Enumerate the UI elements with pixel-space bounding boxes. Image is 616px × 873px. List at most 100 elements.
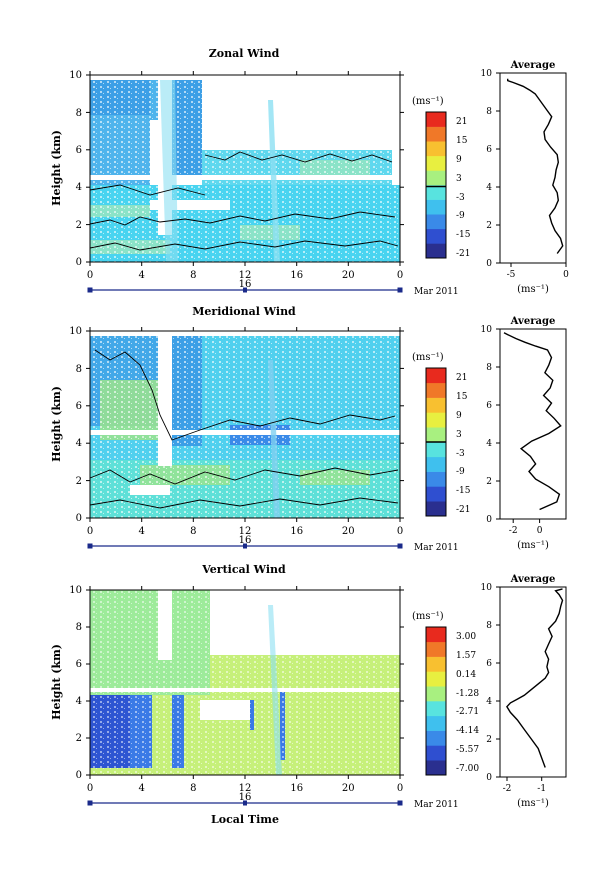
average-frame	[499, 328, 567, 520]
colorbar-tick: 15	[456, 392, 468, 402]
avg-x-label: (ms⁻¹)	[517, 540, 549, 551]
colorbar-swatch	[426, 686, 446, 702]
colorbar-swatch	[426, 112, 446, 127]
avg-x-tick: 0	[537, 526, 543, 536]
panel-title: Zonal Wind	[209, 47, 280, 60]
avg-y-tick: 4	[486, 183, 492, 193]
colorbar-tick: -15	[456, 230, 471, 240]
colorbar-swatch	[426, 214, 446, 230]
y-tick-label: 6	[76, 659, 82, 670]
colorbar-tick: -15	[456, 486, 471, 496]
average-profile-line	[507, 78, 564, 254]
colorbar-swatch	[426, 155, 446, 171]
x-tick-label: 16	[290, 526, 303, 537]
x-tick-label: 20	[342, 783, 355, 794]
x-tick-label: 8	[190, 270, 196, 281]
colorbar-tick: -9	[456, 467, 465, 477]
colorbar-tick: 3	[456, 430, 462, 440]
axis-ticks	[86, 71, 404, 266]
colorbar-swatch	[426, 760, 446, 776]
colorbar-tick: -2.71	[456, 707, 479, 717]
y-axis-label: Height (km)	[50, 386, 63, 462]
colorbar-swatch	[426, 486, 446, 502]
colorbar-swatch	[426, 627, 446, 643]
heatmap-field	[90, 590, 400, 775]
x-tick-labels: 0 4 8 12 16 20 0	[87, 270, 403, 281]
x-tick-label: 8	[190, 526, 196, 537]
colorbar-tick: -5.57	[456, 745, 479, 755]
avg-y-tick: 8	[486, 621, 492, 631]
average-title: Average	[510, 60, 556, 71]
y-tick-labels: 0 2 4 6 8 10	[69, 585, 82, 781]
panel-vertical: Vertical Wind 0 4 8	[50, 563, 567, 826]
average-title: Average	[510, 316, 556, 327]
x-tick-label: 8	[190, 783, 196, 794]
colorbar-swatch	[426, 243, 446, 259]
x-tick-label: 20	[342, 270, 355, 281]
axis-ticks	[86, 327, 404, 522]
y-tick-label: 10	[69, 326, 82, 337]
month-label: Mar 2011	[414, 800, 459, 810]
avg-y-tick: 2	[486, 221, 492, 231]
colorbar-swatch	[426, 715, 446, 731]
avg-ticks	[496, 72, 567, 267]
panel-meridional: Meridional Wind 0	[50, 305, 567, 553]
colorbar-swatch	[426, 126, 446, 142]
colorbar-swatch	[426, 199, 446, 215]
colorbar-unit: (ms⁻¹)	[412, 96, 444, 107]
avg-y-tick: 10	[481, 69, 493, 79]
colorbar-tick: 0.14	[456, 670, 476, 680]
date-bar: 16 Mar 2011	[87, 792, 459, 810]
y-tick-label: 8	[76, 622, 82, 633]
x-tick-label: 12	[239, 783, 252, 794]
colorbar-tick: -9	[456, 211, 465, 221]
y-tick-label: 4	[76, 438, 82, 449]
colorbar: (ms⁻¹) 21 15 9 3 -3 -9 -15 -21	[412, 352, 471, 517]
x-tick-label: 16	[290, 270, 303, 281]
avg-y-tick: 4	[486, 697, 492, 707]
y-tick-label: 6	[76, 401, 82, 412]
day-label: 16	[239, 792, 252, 803]
colorbar-tick: 1.57	[456, 651, 476, 661]
avg-x-label: (ms⁻¹)	[517, 798, 549, 809]
colorbar-tick: 21	[456, 117, 467, 127]
y-tick-label: 4	[76, 182, 82, 193]
y-tick-label: 8	[76, 108, 82, 119]
x-tick-label: 4	[139, 783, 145, 794]
panel-zonal: Zonal Wind	[50, 47, 569, 297]
y-tick-label: 0	[76, 770, 82, 781]
colorbar-tick: -4.14	[456, 726, 479, 736]
colorbar-tick: 21	[456, 373, 467, 383]
month-label: Mar 2011	[414, 543, 459, 553]
average-profile: Average -2 0 0 2 4 6 8 10 (ms⁻¹)	[481, 316, 567, 551]
colorbar-swatch	[426, 397, 446, 413]
colorbar-unit: (ms⁻¹)	[412, 352, 444, 363]
axis-ticks	[86, 586, 404, 779]
average-profile: Average -5 0 0 2 4 6 8 10 (ms⁻¹)	[481, 60, 570, 295]
colorbar-tick: 3.00	[456, 632, 476, 642]
heatmap-field	[89, 336, 400, 518]
x-tick-label: 20	[342, 526, 355, 537]
avg-x-tick: -2	[503, 784, 512, 794]
avg-y-tick: 4	[486, 439, 492, 449]
x-tick-label: 0	[397, 783, 403, 794]
avg-x-tick: -5	[507, 270, 516, 280]
colorbar: (ms⁻¹) 21 15 9 3 -3 -9 -15 -21	[412, 96, 471, 259]
avg-y-tick: 2	[486, 477, 492, 487]
colorbar-tick: 3	[456, 174, 462, 184]
avg-x-label: (ms⁻¹)	[517, 284, 549, 295]
y-axis-label: Height (km)	[50, 644, 63, 720]
avg-x-tick: -2	[509, 526, 518, 536]
x-tick-label: 0	[87, 526, 93, 537]
colorbar-swatch	[426, 701, 446, 717]
colorbar-tick: -7.00	[456, 764, 479, 774]
y-axis-label: Height (km)	[50, 130, 63, 206]
colorbar-tick: 15	[456, 136, 468, 146]
avg-y-tick: 0	[486, 259, 492, 269]
day-label: 16	[239, 535, 252, 546]
average-frame	[499, 72, 567, 264]
colorbar-swatch	[426, 442, 446, 458]
x-tick-label: 0	[87, 783, 93, 794]
avg-y-tick: 8	[486, 363, 492, 373]
